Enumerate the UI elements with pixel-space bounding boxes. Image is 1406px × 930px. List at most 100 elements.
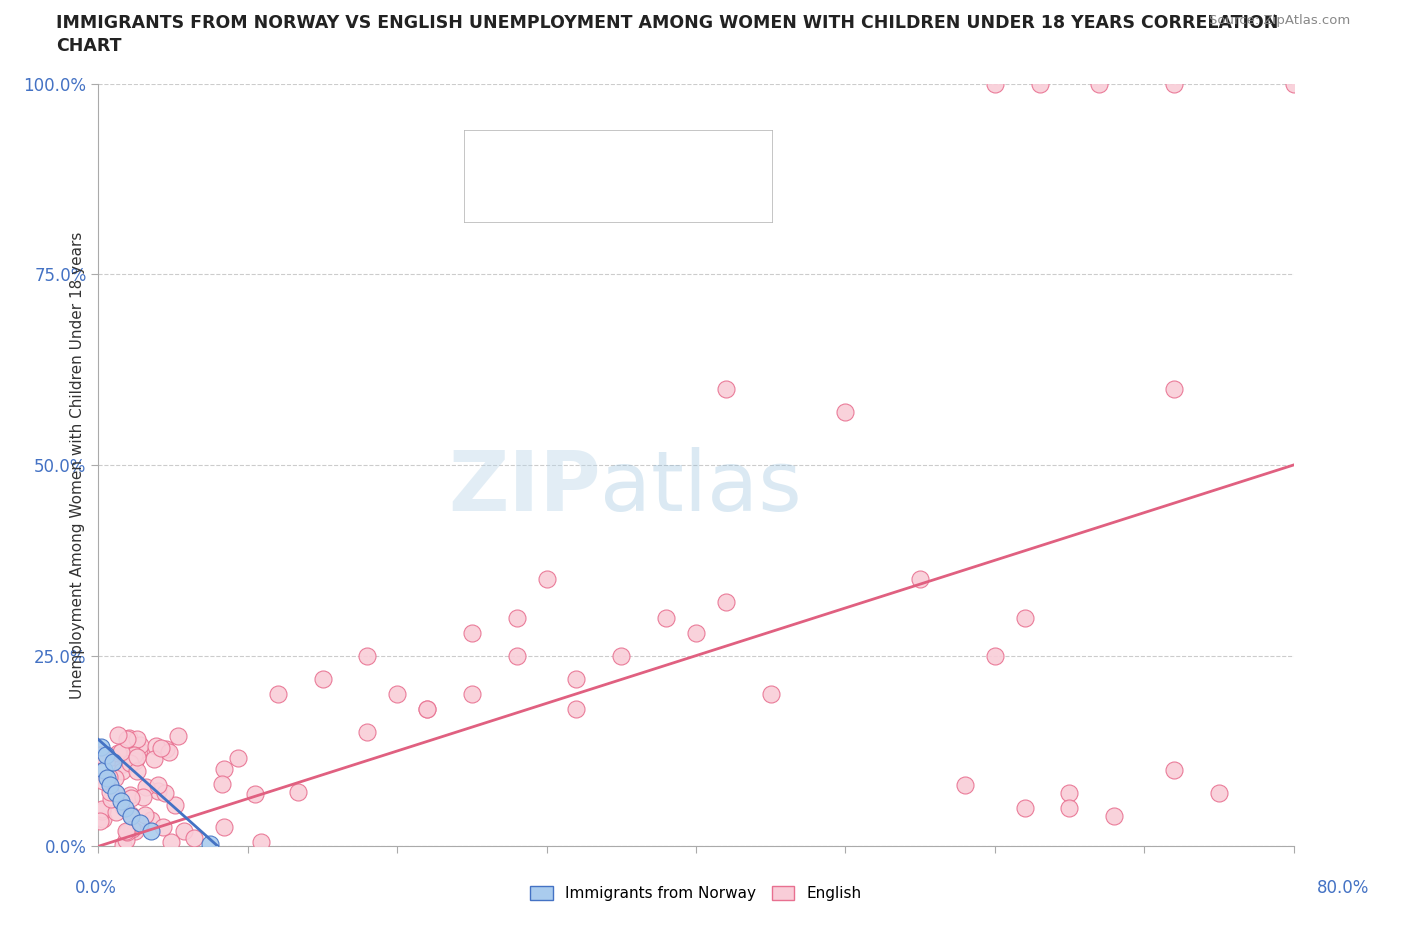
Point [90, 748, 112, 763]
Point [111, 757, 134, 772]
Point [152, 819, 174, 834]
Point [100, 791, 122, 806]
Point [135, 779, 157, 794]
Point [160, 834, 183, 849]
Point [610, 648, 633, 663]
Point [212, 762, 235, 777]
Point [96, 770, 118, 785]
Point [149, 741, 172, 756]
Point [984, 648, 1007, 663]
Point [148, 777, 170, 792]
Point [111, 764, 134, 778]
Point [94, 748, 117, 763]
Point [984, 76, 1007, 91]
Point [107, 746, 129, 761]
Point [655, 610, 678, 625]
Point [267, 686, 290, 701]
Text: 105: 105 [706, 190, 737, 208]
Text: atlas: atlas [600, 447, 801, 528]
Point [115, 824, 138, 839]
Point [311, 671, 333, 686]
Point [250, 835, 273, 850]
Point [89, 748, 111, 763]
Point [506, 610, 529, 625]
Point [1059, 801, 1081, 816]
Text: R =: R = [516, 190, 547, 208]
Point [1014, 610, 1036, 625]
Point [104, 786, 127, 801]
Point [759, 686, 782, 701]
Point [118, 788, 141, 803]
Point [1088, 76, 1111, 91]
Point [356, 648, 378, 663]
Point [1282, 76, 1305, 91]
Point [100, 784, 122, 799]
Point [93, 763, 115, 777]
Point [173, 823, 195, 838]
Point [143, 751, 166, 766]
Point [228, 751, 250, 765]
FancyBboxPatch shape [477, 140, 508, 170]
Point [155, 742, 177, 757]
Point [118, 755, 141, 770]
Point [139, 824, 162, 839]
Point [127, 764, 149, 778]
Point [146, 783, 169, 798]
Point [112, 800, 135, 815]
Point [94, 748, 117, 763]
Point [145, 738, 167, 753]
Point [1014, 801, 1036, 816]
Point [565, 701, 588, 716]
Point [103, 755, 125, 770]
Point [1163, 381, 1185, 396]
Point [953, 777, 976, 792]
Point [200, 837, 222, 852]
Point [111, 838, 134, 853]
Point [506, 648, 529, 663]
Point [91, 802, 114, 817]
Point [536, 572, 558, 587]
Point [245, 786, 267, 801]
Point [115, 731, 138, 746]
Point [1163, 76, 1185, 91]
Point [129, 816, 152, 830]
Point [416, 701, 439, 716]
Point [834, 405, 856, 419]
Point [1208, 786, 1230, 801]
Point [105, 786, 128, 801]
Point [685, 625, 707, 640]
Text: -0.554: -0.554 [567, 146, 619, 165]
Point [124, 824, 146, 839]
Y-axis label: Unemployment Among Women with Children Under 18 years: Unemployment Among Women with Children U… [69, 232, 84, 698]
Point [1059, 786, 1081, 801]
Point [117, 824, 139, 839]
Point [461, 625, 484, 640]
Point [121, 822, 143, 837]
Point [101, 750, 124, 764]
Point [124, 754, 146, 769]
Text: CHART: CHART [56, 37, 122, 55]
Point [908, 572, 931, 587]
Point [1028, 76, 1050, 91]
Point [117, 731, 139, 746]
Point [104, 770, 127, 785]
Point [714, 595, 737, 610]
Point [287, 785, 309, 800]
Point [139, 813, 162, 828]
Text: N =: N = [655, 146, 688, 165]
Point [97, 769, 120, 784]
Point [114, 801, 136, 816]
Text: 13: 13 [706, 146, 727, 165]
Point [565, 671, 588, 686]
Point [128, 742, 150, 757]
Point [134, 807, 156, 822]
Point [91, 804, 114, 818]
Point [107, 727, 129, 742]
Point [714, 381, 737, 396]
Point [183, 830, 205, 845]
Point [127, 750, 149, 764]
Text: R =: R = [516, 146, 547, 165]
Text: ZIP: ZIP [449, 447, 600, 528]
Point [129, 737, 152, 752]
FancyBboxPatch shape [464, 130, 773, 223]
